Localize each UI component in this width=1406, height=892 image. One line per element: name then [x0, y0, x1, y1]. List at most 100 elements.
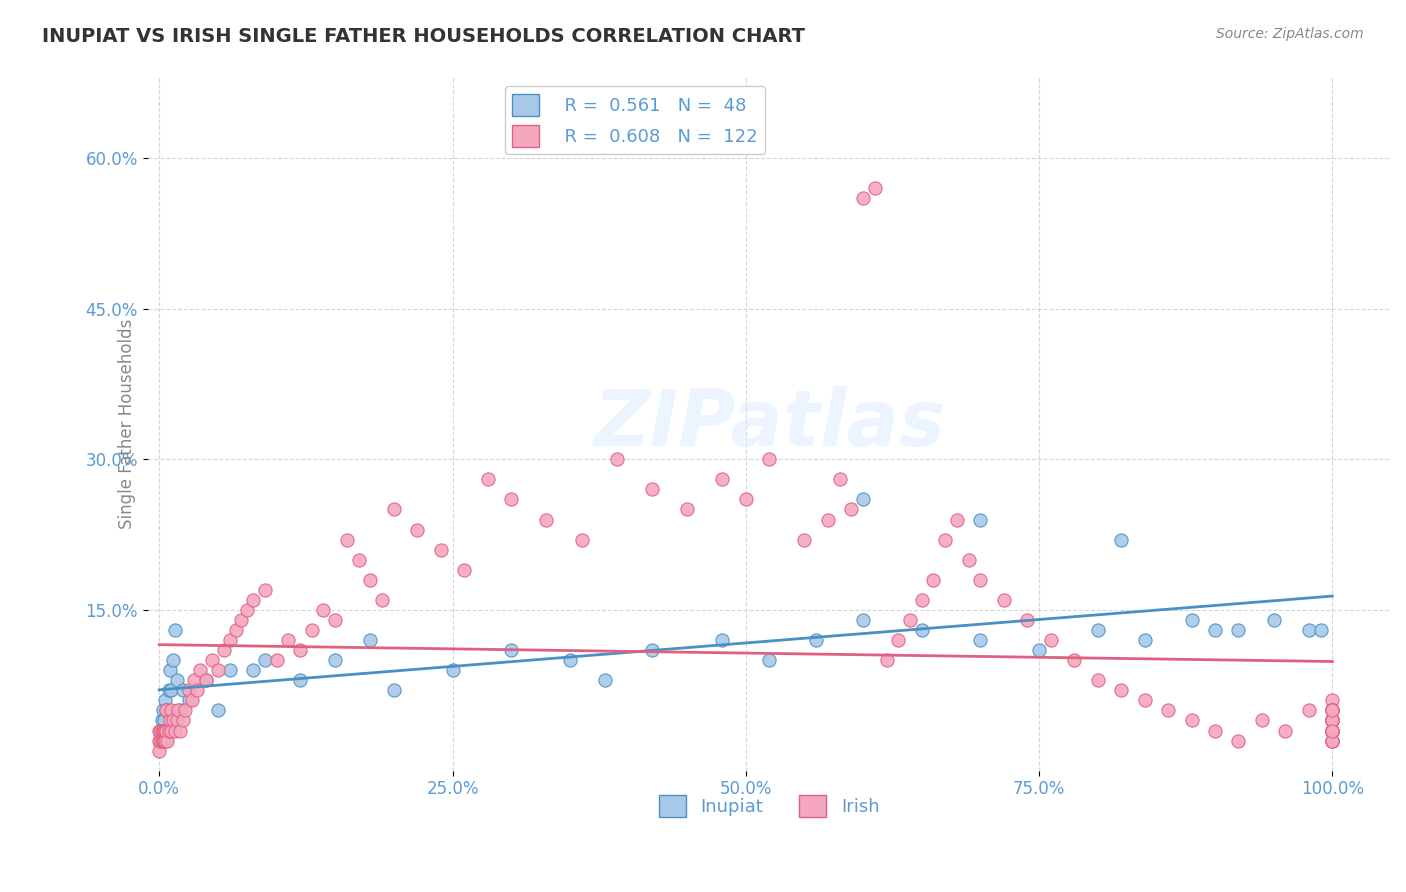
Point	[453, 563, 475, 577]
Point	[1322, 714, 1344, 728]
Point	[1109, 533, 1132, 547]
Point	[1322, 733, 1344, 747]
Point	[242, 663, 264, 677]
Point	[711, 633, 734, 648]
Point	[150, 723, 173, 738]
Point	[1322, 723, 1344, 738]
Point	[236, 603, 259, 617]
Point	[1263, 613, 1285, 627]
Point	[571, 533, 593, 547]
Point	[186, 683, 208, 698]
Point	[441, 663, 464, 677]
Point	[163, 623, 186, 637]
Point	[887, 633, 910, 648]
Point	[231, 613, 253, 627]
Point	[898, 613, 921, 627]
Point	[172, 683, 194, 698]
Point	[606, 452, 628, 467]
Point	[1322, 714, 1344, 728]
Point	[1298, 623, 1320, 637]
Point	[242, 593, 264, 607]
Point	[1322, 714, 1344, 728]
Point	[212, 643, 235, 657]
Point	[152, 703, 174, 717]
Point	[195, 673, 218, 688]
Legend: Inupiat, Irish: Inupiat, Irish	[652, 788, 887, 824]
Point	[183, 673, 205, 688]
Point	[1322, 733, 1344, 747]
Point	[1322, 703, 1344, 717]
Point	[817, 512, 839, 526]
Text: INUPIAT VS IRISH SINGLE FATHER HOUSEHOLDS CORRELATION CHART: INUPIAT VS IRISH SINGLE FATHER HOUSEHOLD…	[42, 27, 806, 45]
Point	[277, 633, 299, 648]
Point	[1322, 723, 1344, 738]
Point	[155, 703, 177, 717]
Point	[160, 723, 183, 738]
Point	[758, 452, 780, 467]
Point	[1322, 714, 1344, 728]
Point	[253, 582, 276, 597]
Point	[501, 492, 523, 507]
Point	[162, 714, 184, 728]
Point	[172, 714, 194, 728]
Point	[969, 512, 991, 526]
Point	[934, 533, 956, 547]
Point	[288, 643, 311, 657]
Point	[676, 502, 699, 516]
Point	[160, 683, 183, 698]
Point	[160, 703, 183, 717]
Point	[1322, 703, 1344, 717]
Point	[957, 552, 980, 566]
Point	[1017, 613, 1039, 627]
Point	[1298, 703, 1320, 717]
Point	[149, 723, 172, 738]
Point	[266, 653, 288, 667]
Point	[852, 492, 875, 507]
Point	[852, 613, 875, 627]
Point	[169, 703, 191, 717]
Point	[153, 723, 176, 738]
Point	[1322, 733, 1344, 747]
Point	[946, 512, 969, 526]
Point	[711, 472, 734, 486]
Point	[1063, 653, 1085, 667]
Point	[155, 703, 177, 717]
Point	[347, 552, 370, 566]
Point	[218, 633, 240, 648]
Text: ZIPatlas: ZIPatlas	[593, 386, 945, 462]
Point	[852, 191, 875, 205]
Point	[1109, 683, 1132, 698]
Point	[1322, 723, 1344, 738]
Point	[181, 693, 204, 707]
Point	[224, 623, 246, 637]
Point	[150, 714, 173, 728]
Point	[163, 723, 186, 738]
Point	[207, 703, 229, 717]
Point	[312, 603, 335, 617]
Point	[1322, 714, 1344, 728]
Point	[169, 723, 191, 738]
Point	[1204, 723, 1226, 738]
Point	[156, 703, 179, 717]
Point	[153, 723, 176, 738]
Point	[159, 663, 181, 677]
Point	[1322, 714, 1344, 728]
Point	[1180, 613, 1202, 627]
Point	[323, 653, 346, 667]
Point	[841, 502, 863, 516]
Point	[593, 673, 616, 688]
Point	[157, 683, 180, 698]
Point	[828, 472, 851, 486]
Point	[793, 533, 815, 547]
Point	[188, 663, 211, 677]
Point	[1322, 703, 1344, 717]
Point	[153, 733, 176, 747]
Point	[1309, 623, 1331, 637]
Point	[1322, 714, 1344, 728]
Point	[993, 593, 1015, 607]
Point	[152, 723, 174, 738]
Point	[371, 593, 394, 607]
Point	[155, 723, 177, 738]
Point	[153, 714, 176, 728]
Point	[1157, 703, 1180, 717]
